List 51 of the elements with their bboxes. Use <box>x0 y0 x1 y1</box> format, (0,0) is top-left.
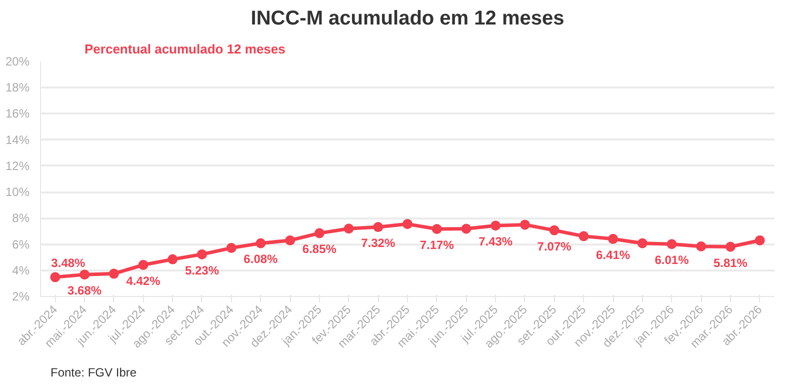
point <box>432 224 442 234</box>
point <box>50 272 60 282</box>
point <box>578 231 589 242</box>
y-tick-label: 8% <box>12 211 30 226</box>
data-label: 3.48% <box>51 256 86 270</box>
point <box>666 239 677 250</box>
y-tick-label: 2% <box>12 290 30 304</box>
point <box>138 260 148 270</box>
data-label: 5.23% <box>184 263 220 278</box>
point <box>108 268 119 279</box>
source-note: Fonte: FGV Ibre <box>50 366 137 380</box>
data-label: 7.07% <box>537 239 572 254</box>
y-tick-label: 12% <box>5 158 30 173</box>
point <box>373 222 384 232</box>
data-label: 7.43% <box>478 234 513 249</box>
point <box>490 220 501 231</box>
point <box>344 224 354 234</box>
y-tick-label: 10% <box>5 185 30 200</box>
y-tick-label: 14% <box>5 132 30 147</box>
point <box>80 270 90 280</box>
point <box>461 224 472 234</box>
point <box>256 238 266 248</box>
y-tick-label: 18% <box>5 80 30 95</box>
chart-title: INCC-M acumulado em 12 meses <box>250 8 564 30</box>
data-label: 6.01% <box>654 253 690 268</box>
point <box>725 242 736 252</box>
data-label: 5.81% <box>713 256 748 270</box>
point <box>314 228 324 238</box>
data-label: 3.68% <box>68 284 102 298</box>
point <box>520 220 530 230</box>
y-tick-label: 16% <box>5 106 30 121</box>
point <box>168 254 178 264</box>
data-label: 6.41% <box>596 248 630 262</box>
chart-subtitle: Percentual acumulado 12 meses <box>84 42 286 56</box>
point <box>196 249 207 260</box>
point <box>226 242 236 253</box>
point <box>637 238 648 248</box>
data-label: 6.08% <box>244 252 278 266</box>
point <box>402 219 412 230</box>
point <box>754 235 765 246</box>
data-label: 7.32% <box>361 236 396 250</box>
y-tick-label: 4% <box>12 263 30 278</box>
point <box>549 225 560 236</box>
y-tick-label: 6% <box>12 237 30 252</box>
point <box>285 235 296 246</box>
data-label: 7.17% <box>420 238 454 252</box>
point <box>696 241 706 252</box>
point <box>608 234 618 244</box>
y-tick-label: 20% <box>5 54 30 68</box>
data-label: 4.42% <box>126 274 161 288</box>
data-label: 6.85% <box>302 242 337 256</box>
